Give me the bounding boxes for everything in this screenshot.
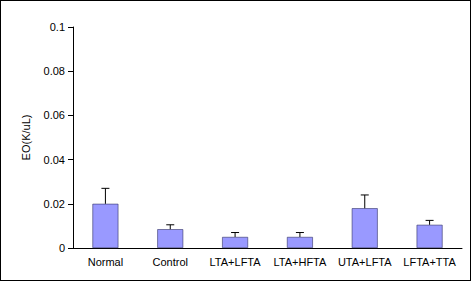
svg-text:EO(K/uL): EO(K/uL) bbox=[20, 115, 32, 161]
svg-text:0.1: 0.1 bbox=[50, 21, 65, 33]
svg-text:0.08: 0.08 bbox=[44, 65, 65, 77]
svg-text:0.04: 0.04 bbox=[44, 154, 65, 166]
svg-text:LTA+HFTA: LTA+HFTA bbox=[273, 256, 327, 268]
svg-text:0: 0 bbox=[59, 242, 65, 254]
svg-text:Control: Control bbox=[153, 256, 188, 268]
svg-text:LTA+LFTA: LTA+LFTA bbox=[210, 256, 262, 268]
svg-text:0.02: 0.02 bbox=[44, 198, 65, 210]
svg-text:LFTA+TTA: LFTA+TTA bbox=[403, 256, 456, 268]
svg-text:UTA+LFTA: UTA+LFTA bbox=[338, 256, 392, 268]
svg-text:0.06: 0.06 bbox=[44, 109, 65, 121]
svg-text:Normal: Normal bbox=[88, 256, 123, 268]
